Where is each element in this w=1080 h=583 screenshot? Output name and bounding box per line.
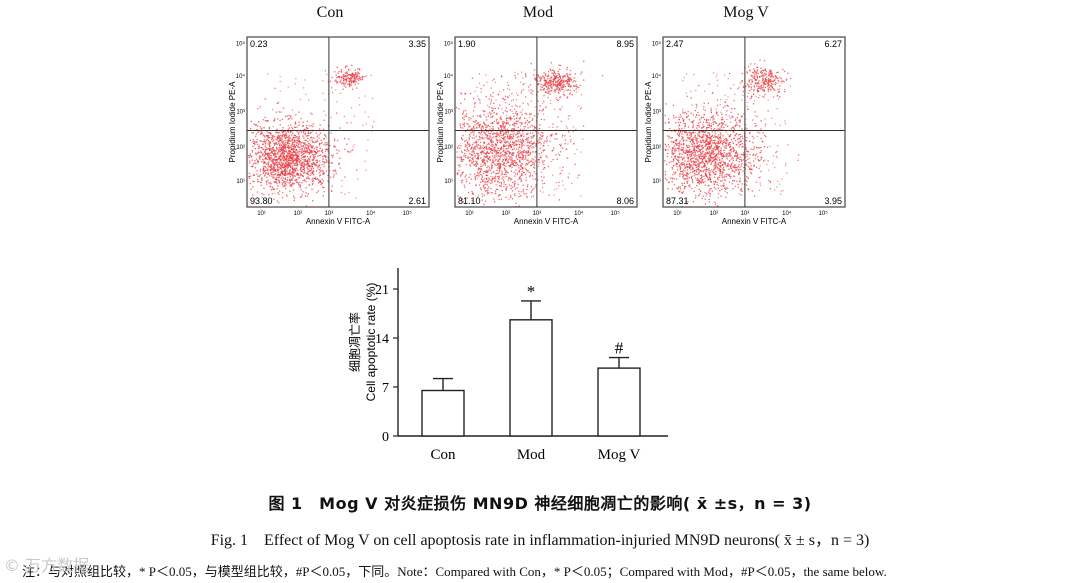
x-tick-label: 10⁴: [782, 210, 792, 217]
y-tick-label: 10³: [652, 110, 661, 116]
y-tick-label: 10²: [236, 145, 245, 151]
y-tick-label: 14: [375, 332, 389, 347]
quadrant-upper-left: 0.23: [250, 39, 268, 49]
y-axis-label: Propidium Iodide PE-A: [644, 81, 653, 163]
x-axis-label: Annexin V FITC-A: [722, 217, 787, 226]
figure-caption-en: Fig. 1 Effect of Mog V on cell apoptosis…: [210, 532, 870, 549]
panel-title: Mod: [522, 4, 554, 21]
x-axis-label: Annexin V FITC-A: [514, 217, 579, 226]
panel-title: Mog V: [723, 4, 769, 21]
plot-frame: [454, 36, 638, 208]
y-tick-label: 10³: [444, 110, 453, 116]
y-tick-label: 10⁵: [444, 41, 454, 48]
y-tick-label: 10⁵: [652, 41, 662, 48]
x-tick-label: 10³: [741, 211, 750, 217]
y-axis-label-cn: 细胞凋亡率: [347, 312, 362, 372]
y-tick-label: 10⁴: [444, 73, 454, 80]
flow-panel-con: Con 0.23 3.35 93.80 2.61 10¹ 10² 10³ 10⁴ 10⁵ 10¹ 1…: [225, 0, 435, 235]
y-tick-label: 10²: [444, 145, 453, 151]
y-axis-label: Propidium Iodide PE-A: [228, 81, 237, 163]
quadrant-lower-left: 87.31: [666, 196, 689, 206]
y-tick-label: 10¹: [444, 179, 453, 185]
bar: [421, 389, 465, 437]
y-tick-label: 10⁴: [652, 73, 662, 80]
y-tick-label: 21: [375, 283, 389, 298]
bar: [509, 319, 553, 437]
flow-plot: 0.23 3.35 93.80 2.61 10¹ 10² 10³ 10⁴ 10⁵ 10¹ 10² 10…: [228, 36, 430, 226]
significance-label: #: [615, 339, 624, 358]
x-tick-label: 10⁵: [819, 210, 829, 217]
figure-caption-cn: 图 1 Mog V 对炎症损伤 MN9D 神经细胞凋亡的影响( x̄ ±s，n …: [268, 494, 812, 513]
x-tick-label: Mog V: [598, 447, 641, 463]
plot-frame: [246, 36, 430, 208]
flow-plot: 2.47 6.27 87.31 3.95 10¹ 10² 10³ 10⁴ 10⁵ 10¹ 10² 10…: [644, 36, 846, 226]
x-tick-label: Mod: [517, 447, 546, 463]
y-tick-label: 10¹: [236, 179, 245, 185]
x-tick-label: 10⁵: [611, 210, 621, 217]
significance-label: *: [527, 282, 536, 301]
watermark-text: © 万方数据: [4, 556, 90, 575]
x-axis-label: Annexin V FITC-A: [306, 217, 371, 226]
apoptosis-bar-chart: 0 7 14 21 细胞凋亡率 Cell apoptotic rate (%) Con Mod…: [347, 268, 668, 463]
quadrant-upper-right: 8.95: [616, 39, 634, 49]
x-tick-label: 10²: [502, 211, 511, 217]
flow-plot: 1.90 8.95 81.10 8.06 10¹ 10² 10³ 10⁴ 10⁵ 10¹ 10² 10…: [436, 36, 638, 226]
quadrant-upper-right: 6.27: [824, 39, 842, 49]
figure-note: 注：与对照组比较，* P＜0.05，与模型组比较，#P＜0.05，下同。Note…: [22, 564, 887, 579]
y-axis-label: Propidium Iodide PE-A: [436, 81, 445, 163]
x-tick-label: 10²: [294, 211, 303, 217]
x-tick-label: 10⁵: [403, 210, 413, 217]
quadrant-upper-left: 1.90: [458, 39, 476, 49]
bar: [597, 367, 641, 437]
scatter-dots: [664, 59, 800, 208]
y-tick-label: 10⁵: [236, 41, 246, 48]
x-tick-label: Con: [430, 447, 456, 463]
x-tick-label: 10¹: [673, 211, 682, 217]
quadrant-lower-right: 3.95: [824, 196, 842, 206]
x-tick-label: 10⁴: [574, 210, 584, 217]
plot-frame: [662, 36, 846, 208]
flow-panel-mogv: Mog V 2.47 6.27 87.31 3.95 10¹ 10² 10³ 10⁴ 10⁵ 10…: [641, 0, 851, 235]
x-tick-label: 10²: [710, 211, 719, 217]
scatter-dots: [248, 64, 375, 207]
x-tick-label: 10³: [533, 211, 542, 217]
flow-panel-mod: Mod 1.90 8.95 81.10 8.06 10¹ 10² 10³ 10⁴ 10⁵ 10¹ 1…: [433, 0, 643, 235]
x-tick-label: 10⁴: [366, 210, 376, 217]
x-tick-label: 10³: [325, 211, 334, 217]
x-tick-label: 10¹: [465, 211, 474, 217]
quadrant-upper-left: 2.47: [666, 39, 684, 49]
y-tick-label: 7: [382, 381, 389, 396]
quadrant-upper-right: 3.35: [408, 39, 426, 49]
y-tick-label: 0: [382, 430, 389, 445]
scatter-dots: [456, 60, 604, 208]
quadrant-lower-left: 81.10: [458, 196, 481, 206]
y-tick-label: 10⁴: [236, 73, 246, 80]
quadrant-lower-right: 2.61: [408, 196, 426, 206]
y-tick-label: 10³: [236, 110, 245, 116]
y-axis-label: Cell apoptotic rate (%): [364, 283, 378, 402]
x-tick-label: 10¹: [257, 211, 266, 217]
y-tick-label: 10¹: [652, 179, 661, 185]
y-tick-label: 10²: [652, 145, 661, 151]
quadrant-lower-right: 8.06: [616, 196, 634, 206]
quadrant-lower-left: 93.80: [250, 196, 273, 206]
panel-title: Con: [316, 4, 344, 21]
